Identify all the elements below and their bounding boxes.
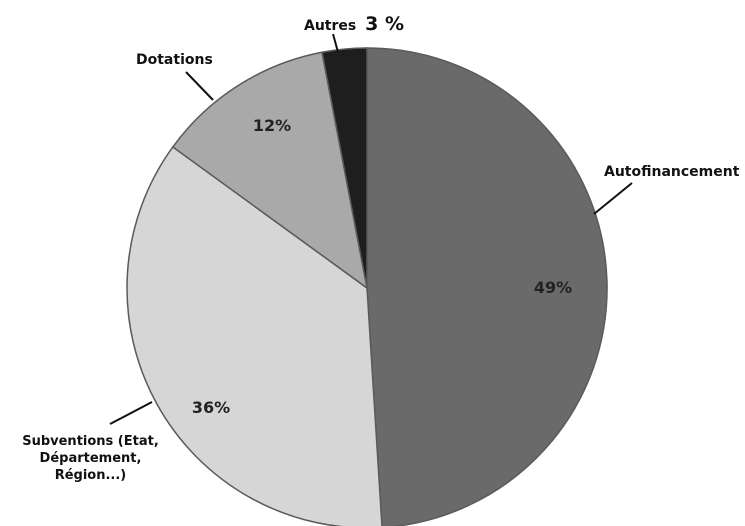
callout-subventions: Subventions (Etat, Département, Région..… <box>8 434 173 485</box>
callout-autres-value: 3 % <box>365 13 404 35</box>
pie-slice-autofinancement <box>366 47 608 526</box>
leader-line-autres <box>332 33 339 53</box>
slice-value-autofinancement: 49% <box>534 278 572 297</box>
pie-slice-subventions <box>126 145 383 526</box>
callout-subventions-line-3: Région...) <box>54 467 127 483</box>
leader-lines <box>109 33 633 425</box>
callout-autres: Autres 3 % <box>304 12 404 37</box>
callout-autres-label: Autres <box>304 18 357 34</box>
callout-dotations: Dotations <box>136 52 213 68</box>
leader-line-subventions <box>109 401 153 425</box>
callout-subventions-line-1: Subventions (Etat, <box>22 434 159 449</box>
leader-line-dotations <box>185 71 214 101</box>
pie-slices <box>126 47 608 526</box>
slice-value-dotations: 12% <box>253 116 291 135</box>
callout-subventions-line-2: Département, <box>39 450 142 466</box>
slice-value-subventions: 36% <box>192 398 230 417</box>
pie-slice-autres <box>321 47 368 289</box>
pie-slice-dotations <box>171 51 369 290</box>
callout-autofinancement: Autofinancement <box>604 164 740 180</box>
leader-line-autofinancement <box>593 182 633 215</box>
